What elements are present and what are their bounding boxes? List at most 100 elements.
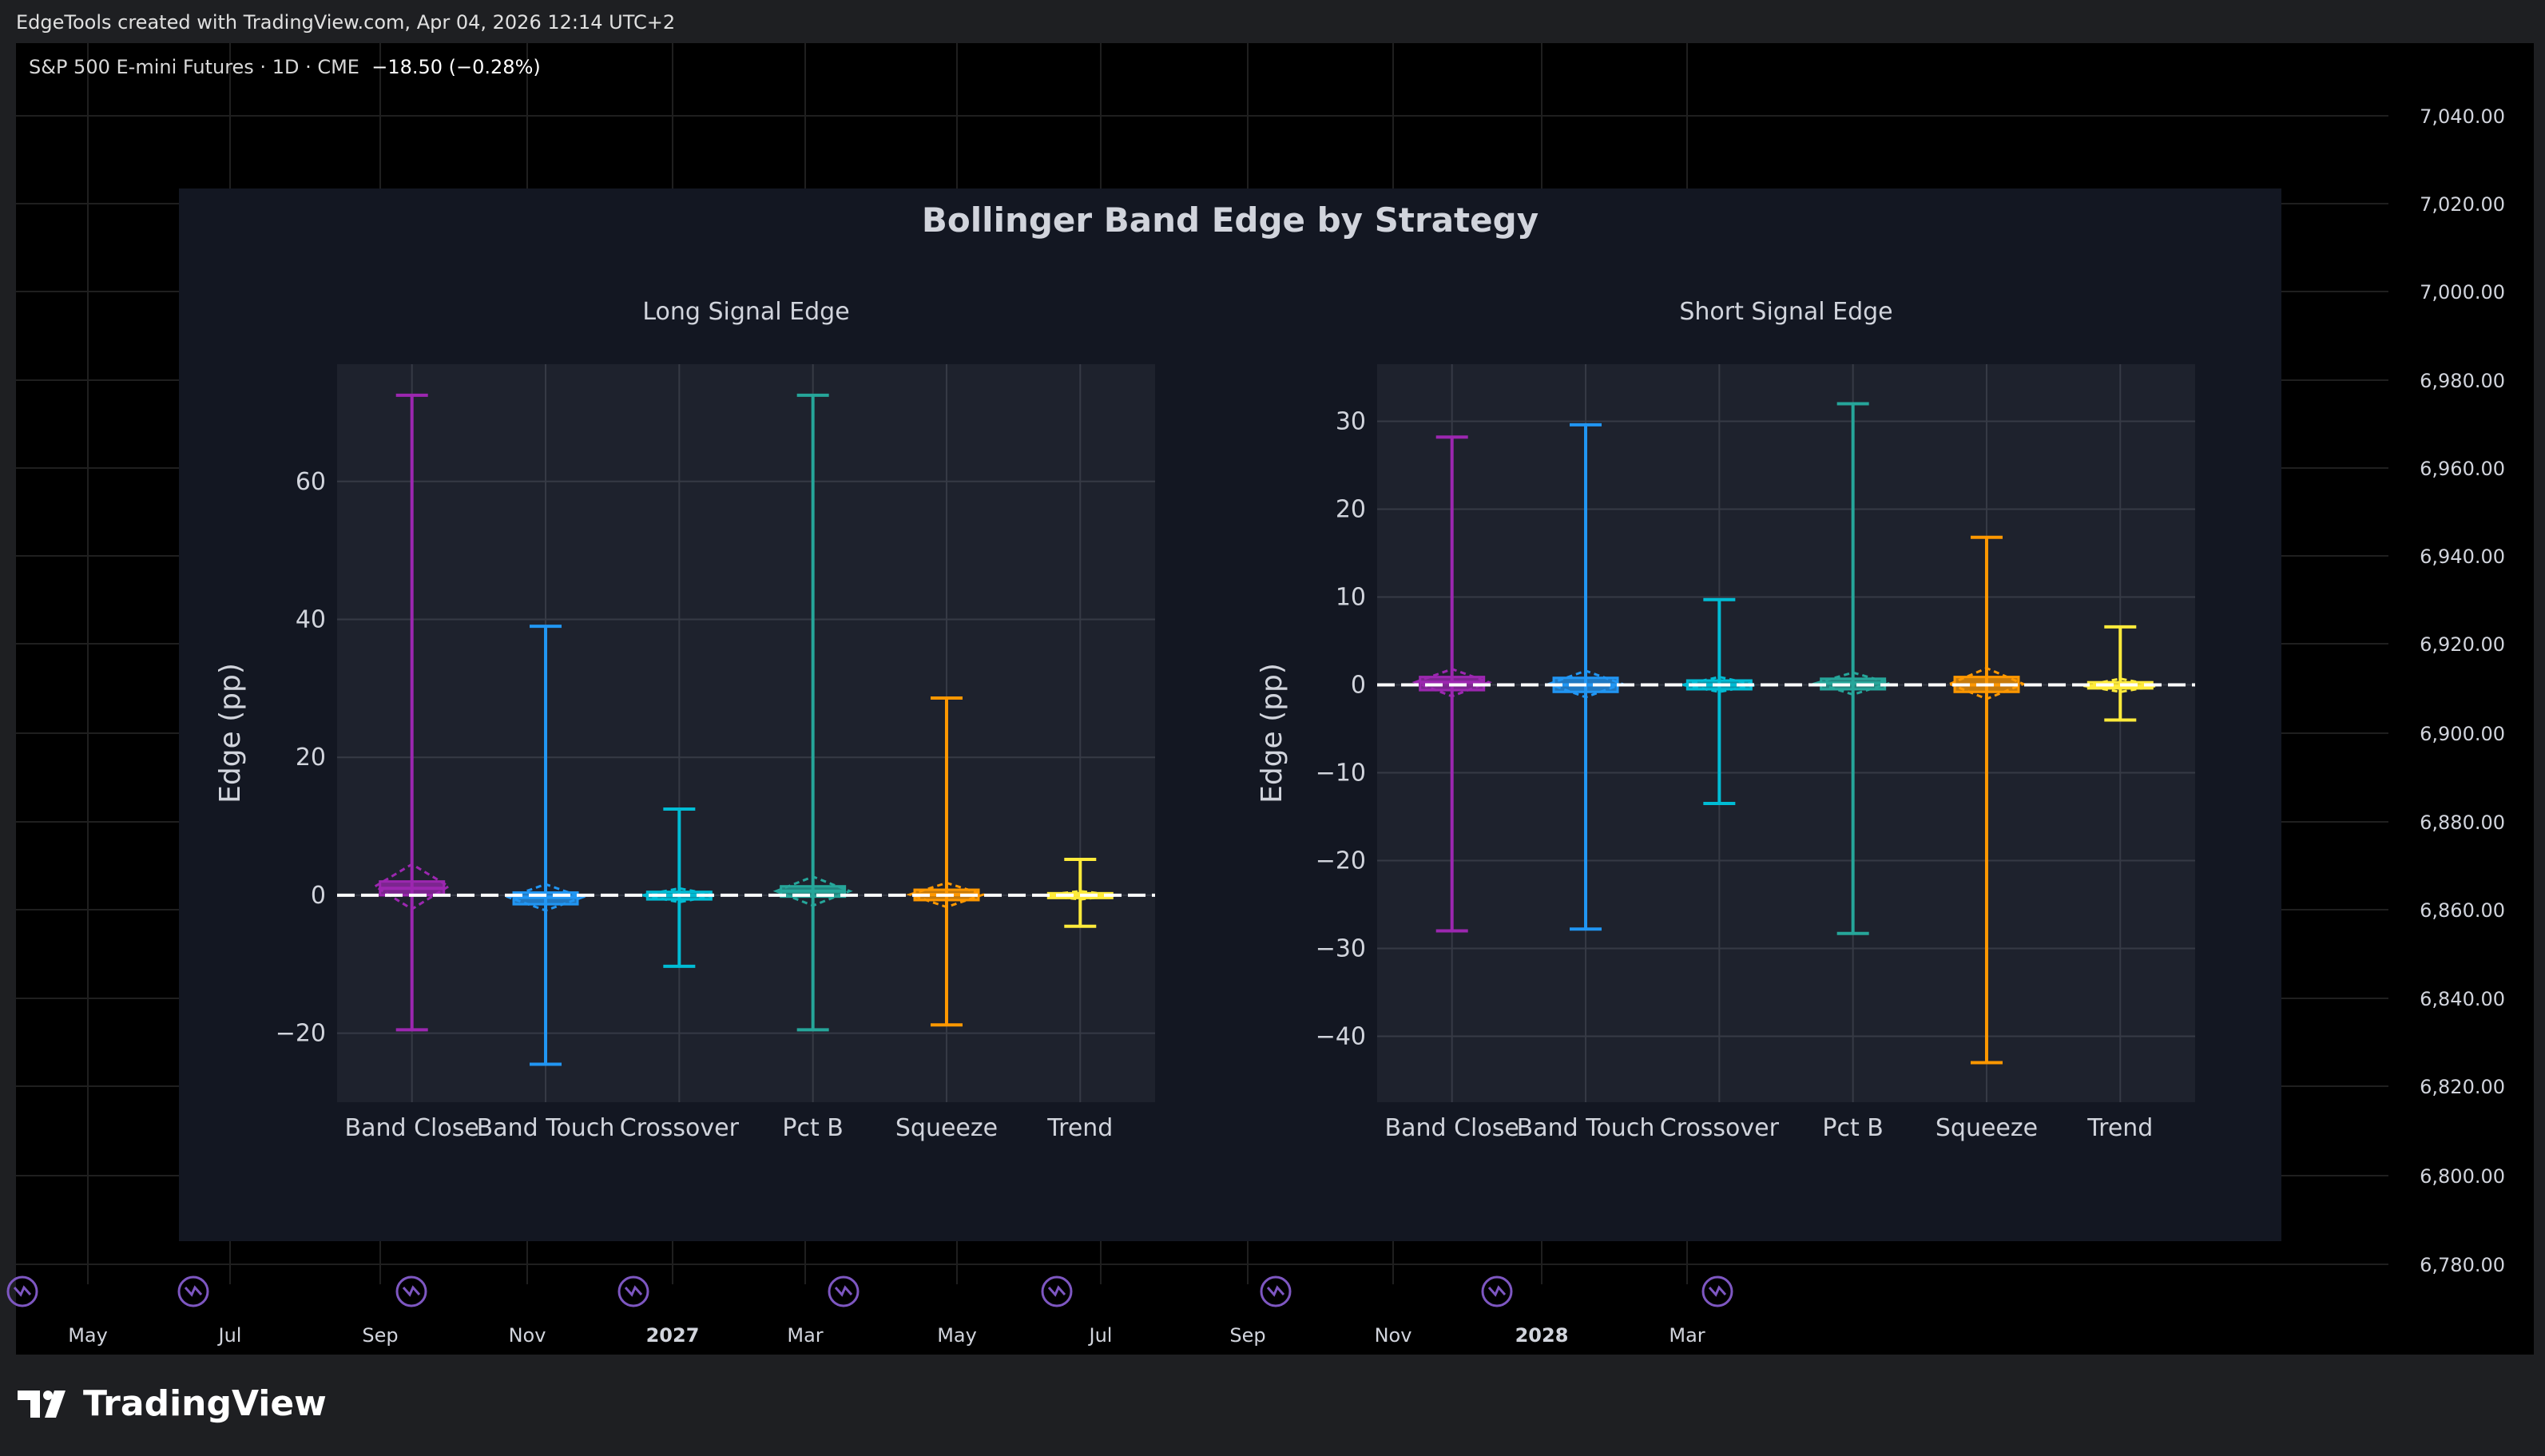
time-tick-label: Nov <box>509 1324 546 1347</box>
event-marker-icon[interactable] <box>1701 1275 1733 1307</box>
y-tick-label: −30 <box>1316 935 1366 963</box>
event-marker-circle <box>1260 1275 1292 1307</box>
x-tick-label: Band Close <box>1385 1114 1519 1142</box>
time-axis[interactable]: May Jul Sep Nov 2027 Mar May Jul Sep Nov 2028 Mar <box>68 1324 1705 1347</box>
time-tick-label: May <box>68 1324 108 1347</box>
x-tick-label: Crossover <box>1660 1114 1780 1142</box>
time-tick-label: Sep <box>1229 1324 1265 1347</box>
price-tick-label: 7,020.00 <box>2420 193 2505 216</box>
y-axis-label: Edge (pp) <box>214 663 247 803</box>
event-marker-circle <box>1481 1275 1513 1307</box>
y-tick-label: −40 <box>1316 1023 1366 1051</box>
figure-panel: Bollinger Band Edge by Strategy −20 0 20 40 6… <box>179 188 2281 1241</box>
y-tick-label: −10 <box>1316 760 1366 788</box>
event-marker-icon[interactable] <box>1260 1275 1292 1307</box>
symbol-name: S&P 500 E-mini Futures · 1D · CME <box>29 56 359 78</box>
y-tick-label: −20 <box>276 1020 326 1048</box>
time-tick-label: Sep <box>362 1324 398 1347</box>
plot-area <box>337 364 1155 1102</box>
event-marker-circle <box>395 1275 427 1307</box>
time-tick-label: 2028 <box>1515 1324 1569 1347</box>
tradingview-logo-icon <box>18 1390 66 1418</box>
event-marker-icon[interactable] <box>395 1275 427 1307</box>
mean-ci-diamond <box>1043 890 1118 901</box>
figure-title: Bollinger Band Edge by Strategy <box>922 200 1539 240</box>
y-tick-label: 20 <box>296 744 326 772</box>
price-tick-label: 6,780.00 <box>2420 1254 2505 1276</box>
event-marker-glyph <box>1266 1285 1285 1297</box>
time-tick-label: Mar <box>1669 1324 1705 1347</box>
event-marker-icon[interactable] <box>6 1275 38 1307</box>
brand-name: TradingView <box>83 1383 327 1424</box>
y-tick-label: 0 <box>311 882 326 910</box>
subplot-title: Short Signal Edge <box>1679 298 1892 326</box>
x-tick-label: Pct B <box>782 1114 843 1142</box>
time-tick-label: Mar <box>787 1324 823 1347</box>
x-tick-label: Squeeze <box>1936 1114 2038 1142</box>
price-tick-label: 6,900.00 <box>2420 723 2505 745</box>
y-tick-label: 0 <box>1351 672 1366 700</box>
price-tick-label: 6,800.00 <box>2420 1165 2505 1188</box>
event-marker-glyph <box>184 1285 203 1297</box>
event-marker-circle <box>6 1275 38 1307</box>
price-tick-label: 6,860.00 <box>2420 899 2505 922</box>
event-marker-circle <box>617 1275 649 1307</box>
event-marker-icon[interactable] <box>617 1275 649 1307</box>
mean-ci-diamond <box>1682 676 1757 693</box>
tradingview-logo[interactable]: TradingView <box>18 1383 327 1424</box>
price-axis[interactable]: 7,040.00 7,020.00 7,000.00 6,980.00 6,960.00… <box>2420 105 2505 1276</box>
price-change: −18.50 (−0.28%) <box>371 56 541 78</box>
event-marker-glyph <box>13 1285 32 1297</box>
event-marker-glyph <box>402 1285 421 1297</box>
mean-ci-diamond <box>642 887 717 904</box>
x-tick-label: Squeeze <box>895 1114 998 1142</box>
mean-ci-diamond <box>772 875 853 907</box>
price-tick-label: 6,880.00 <box>2420 811 2505 834</box>
x-tick-label: Pct B <box>1822 1114 1883 1142</box>
box-band-close[interactable] <box>372 393 451 1032</box>
y-tick-label: 60 <box>296 468 326 496</box>
event-marker-icon[interactable] <box>1041 1275 1073 1307</box>
box-squeeze[interactable] <box>1947 535 2027 1065</box>
time-tick-label: May <box>937 1324 977 1347</box>
attribution-text: EdgeTools created with TradingView.com, … <box>16 11 676 34</box>
price-tick-label: 6,840.00 <box>2420 988 2505 1010</box>
y-tick-label: −20 <box>1316 847 1366 875</box>
mean-ci-diamond <box>505 883 586 912</box>
time-tick-label: Nov <box>1375 1324 1412 1347</box>
event-marker-glyph <box>1047 1285 1066 1297</box>
mean-ci-diamond <box>1411 668 1493 698</box>
price-tick-label: 6,820.00 <box>2420 1076 2505 1098</box>
price-tick-label: 6,940.00 <box>2420 546 2505 568</box>
y-tick-label: 30 <box>1336 408 1366 436</box>
x-tick-label: Band Touch <box>1517 1114 1655 1142</box>
time-tick-label: Jul <box>1088 1324 1113 1347</box>
y-tick-label: 40 <box>296 606 326 634</box>
x-tick-label: Trend <box>1046 1114 1113 1142</box>
mean-ci-diamond <box>1812 671 1894 696</box>
event-marker-icon[interactable] <box>177 1275 209 1307</box>
symbol-legend[interactable]: S&P 500 E-mini Futures · 1D · CME −18.50… <box>29 56 541 78</box>
y-axis-label: Edge (pp) <box>1256 663 1288 803</box>
price-tick-label: 6,920.00 <box>2420 633 2505 656</box>
event-marker-glyph <box>1708 1285 1727 1297</box>
event-marker-glyph <box>834 1285 853 1297</box>
price-tick-label: 7,000.00 <box>2420 281 2505 303</box>
event-marker-icon[interactable] <box>828 1275 860 1307</box>
event-markers <box>6 1275 1733 1307</box>
x-tick-label: Crossover <box>620 1114 740 1142</box>
plot-area <box>1377 364 2195 1102</box>
event-marker-circle <box>828 1275 860 1307</box>
event-marker-glyph <box>624 1285 643 1297</box>
box-pct-b[interactable] <box>1812 402 1894 935</box>
event-marker-icon[interactable] <box>1481 1275 1513 1307</box>
price-tick-label: 7,040.00 <box>2420 105 2505 128</box>
event-marker-circle <box>177 1275 209 1307</box>
x-tick-label: Band Touch <box>477 1114 615 1142</box>
event-marker-circle <box>1701 1275 1733 1307</box>
price-tick-label: 6,960.00 <box>2420 458 2505 480</box>
